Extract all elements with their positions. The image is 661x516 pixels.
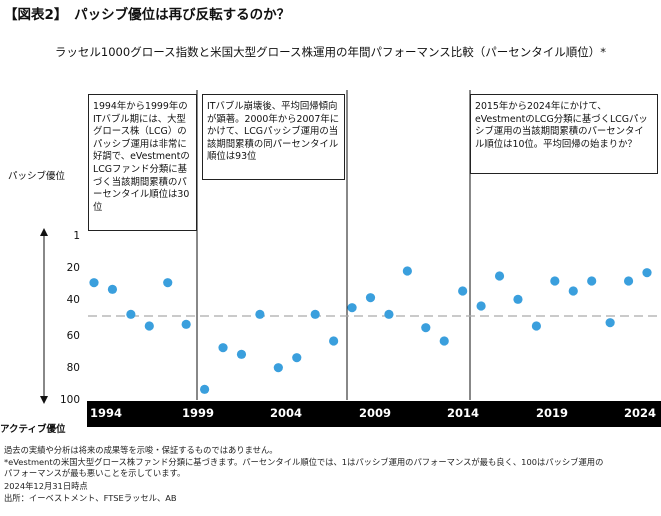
- footnote-source: 出所：イーベストメント、FTSEラッセル、AB: [4, 493, 177, 503]
- figure-heading: 【図表2】 パッシブ優位は再び反転するのか？: [4, 7, 291, 23]
- data-point-2009: [365, 293, 376, 303]
- footnote-disclaimer: 過去の実績や分析は将来の成果等を示唆・保証するものではありません。: [4, 445, 278, 455]
- x-tick-2004: 2004: [270, 406, 303, 420]
- footnote-methodology-cont: パフォーマンスが最も悪いことを示しています。: [4, 468, 186, 478]
- y-tick: 40: [66, 294, 80, 306]
- x-tick-1994: 1994: [90, 406, 123, 420]
- data-point-2015: [476, 301, 486, 311]
- x-tick-2024: 2024: [624, 406, 657, 420]
- annotation-post-bubble: ITバブル崩壊後、平均回帰傾向が顕著。2000年から2007年にかけて、LCGパ…: [202, 94, 345, 180]
- data-point-2000: [200, 384, 210, 394]
- y-label-active: アクティブ優位: [0, 424, 66, 435]
- data-point-2004: [273, 363, 283, 373]
- x-tick-2014: 2014: [447, 406, 480, 420]
- data-point-2024: [642, 268, 652, 278]
- data-point-2019: [550, 276, 560, 286]
- y-tick: 20: [66, 262, 80, 274]
- y-label-passive: パッシブ優位: [8, 171, 66, 182]
- arrow-down-icon: [40, 396, 48, 404]
- data-point-2003: [255, 309, 265, 319]
- data-point-2001: [218, 343, 228, 353]
- arrow-up-icon: [40, 228, 48, 236]
- data-point-2016: [494, 271, 505, 281]
- data-point-2021: [587, 276, 597, 286]
- data-point-2005: [292, 353, 302, 363]
- y-tick: 80: [66, 362, 80, 374]
- footnote-methodology: *eVestmentの米国大型グロース株ファンド分類に基づきます。パーセンタイル…: [4, 457, 604, 467]
- data-point-1996: [126, 309, 136, 319]
- data-point-2007: [329, 336, 339, 346]
- annotation-recent: 2015年から2024年にかけて、eVestmentのLCG分類に基づくLCGパ…: [470, 94, 658, 174]
- data-point-1998: [163, 278, 173, 288]
- data-points: [89, 266, 652, 394]
- data-point-1999: [181, 319, 191, 329]
- data-point-2017: [513, 294, 523, 304]
- data-point-1995: [107, 284, 118, 294]
- data-point-1994: [89, 278, 99, 288]
- data-point-2020: [568, 286, 578, 296]
- data-point-2011: [402, 266, 412, 276]
- footnote-date: 2024年12月31日時点: [4, 481, 88, 491]
- y-tick: 1: [73, 230, 80, 242]
- x-axis-band: [87, 401, 661, 427]
- data-point-2006: [310, 309, 320, 319]
- data-point-2008: [347, 303, 357, 313]
- data-point-2023: [623, 276, 634, 286]
- x-tick-2009: 2009: [359, 406, 392, 420]
- chart-title: ラッセル1000グロース指数と米国大型グロース株運用の年間パフォーマンス比較（パ…: [54, 45, 607, 59]
- x-tick-1999: 1999: [182, 406, 215, 420]
- data-point-2012: [421, 323, 431, 333]
- x-tick-2019: 2019: [536, 406, 569, 420]
- data-point-2013: [439, 336, 449, 346]
- y-tick: 60: [66, 330, 80, 342]
- annotation-dotcom: 1994年から1999年のITバブル期には、大型グロース株（LCG）のパッシブ運…: [88, 94, 197, 231]
- data-point-2018: [531, 321, 542, 331]
- data-point-2022: [605, 318, 615, 328]
- y-tick: 100: [60, 394, 81, 406]
- data-point-2002: [236, 349, 247, 359]
- data-point-1997: [144, 321, 154, 331]
- data-point-2014: [458, 286, 468, 296]
- data-point-2010: [384, 309, 394, 319]
